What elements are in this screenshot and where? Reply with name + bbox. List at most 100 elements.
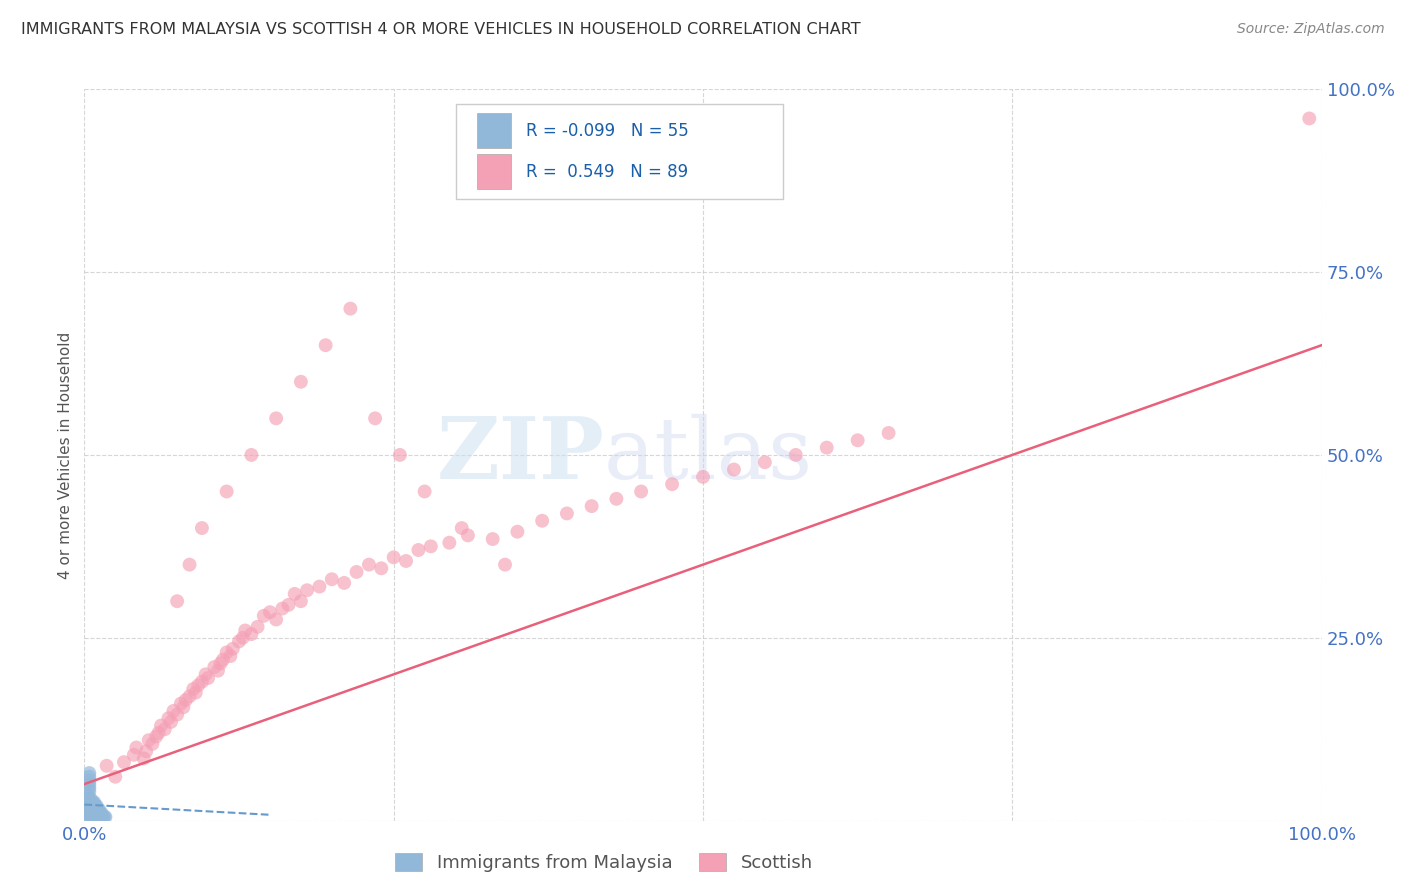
Point — [82, 806, 104, 821]
Point — [339, 301, 361, 316]
Point — [135, 744, 157, 758]
Point — [290, 375, 312, 389]
Point — [162, 704, 184, 718]
Point — [86, 799, 108, 814]
Point — [79, 799, 101, 814]
FancyBboxPatch shape — [477, 113, 512, 148]
Point — [212, 653, 235, 667]
Point — [219, 649, 242, 664]
Point — [104, 770, 127, 784]
Point — [723, 462, 745, 476]
Point — [153, 723, 176, 737]
Point — [86, 803, 108, 817]
Point — [228, 634, 250, 648]
Point — [89, 810, 111, 824]
Point — [785, 448, 807, 462]
Point — [160, 714, 183, 729]
Point — [84, 806, 107, 821]
Point — [138, 733, 160, 747]
Point — [77, 803, 100, 817]
Point — [79, 777, 101, 791]
Point — [80, 810, 103, 824]
Point — [184, 686, 207, 700]
Point — [1298, 112, 1320, 126]
Point — [290, 594, 312, 608]
Point — [89, 806, 111, 821]
Point — [83, 806, 105, 821]
Point — [87, 810, 110, 824]
Point — [284, 587, 307, 601]
Point — [148, 726, 170, 740]
Point — [77, 799, 100, 814]
Point — [692, 470, 714, 484]
Point — [240, 448, 263, 462]
Point — [150, 718, 173, 732]
Point — [209, 657, 232, 671]
Point — [506, 524, 529, 539]
Point — [222, 641, 245, 656]
Point — [166, 707, 188, 722]
Point — [321, 572, 343, 586]
Point — [179, 558, 201, 572]
Point — [846, 434, 869, 448]
Point — [630, 484, 652, 499]
Point — [555, 507, 578, 521]
Point — [388, 448, 411, 462]
Point — [82, 799, 104, 814]
Text: R =  0.549   N = 89: R = 0.549 N = 89 — [526, 163, 688, 181]
Point — [80, 796, 103, 810]
Point — [264, 411, 287, 425]
Text: IMMIGRANTS FROM MALAYSIA VS SCOTTISH 4 OR MORE VEHICLES IN HOUSEHOLD CORRELATION: IMMIGRANTS FROM MALAYSIA VS SCOTTISH 4 O… — [21, 22, 860, 37]
Point — [253, 608, 276, 623]
Point — [79, 773, 101, 788]
Point — [194, 667, 217, 681]
Point — [233, 624, 256, 638]
Point — [141, 737, 163, 751]
Point — [357, 558, 380, 572]
Text: Source: ZipAtlas.com: Source: ZipAtlas.com — [1237, 22, 1385, 37]
Point — [815, 441, 838, 455]
Point — [450, 521, 472, 535]
Legend: Immigrants from Malaysia, Scottish: Immigrants from Malaysia, Scottish — [387, 844, 823, 881]
Point — [83, 796, 105, 810]
Point — [877, 425, 900, 440]
Point — [191, 674, 214, 689]
Point — [79, 780, 101, 795]
Point — [315, 338, 337, 352]
Point — [89, 806, 111, 821]
Point — [77, 791, 100, 805]
Point — [364, 411, 387, 425]
Point — [125, 740, 148, 755]
Point — [86, 806, 108, 821]
Point — [79, 784, 101, 798]
Point — [80, 799, 103, 814]
Point — [83, 803, 105, 817]
Point — [408, 543, 430, 558]
Point — [79, 796, 101, 810]
Point — [89, 803, 111, 817]
Point — [77, 796, 100, 810]
Point — [605, 491, 627, 506]
Point — [84, 799, 107, 814]
Point — [264, 613, 287, 627]
Point — [82, 810, 104, 824]
Point — [93, 810, 115, 824]
Point — [419, 539, 441, 553]
Point — [308, 580, 330, 594]
Point — [174, 693, 197, 707]
Text: ZIP: ZIP — [436, 413, 605, 497]
Point — [79, 810, 101, 824]
Point — [439, 535, 461, 549]
Point — [370, 561, 392, 575]
Point — [187, 678, 209, 692]
Point — [531, 514, 554, 528]
Point — [79, 770, 101, 784]
Point — [83, 810, 105, 824]
Point — [295, 583, 318, 598]
Point — [494, 558, 516, 572]
Point — [481, 532, 503, 546]
Point — [333, 576, 356, 591]
FancyBboxPatch shape — [477, 154, 512, 189]
Point — [122, 747, 145, 762]
Point — [457, 528, 479, 542]
